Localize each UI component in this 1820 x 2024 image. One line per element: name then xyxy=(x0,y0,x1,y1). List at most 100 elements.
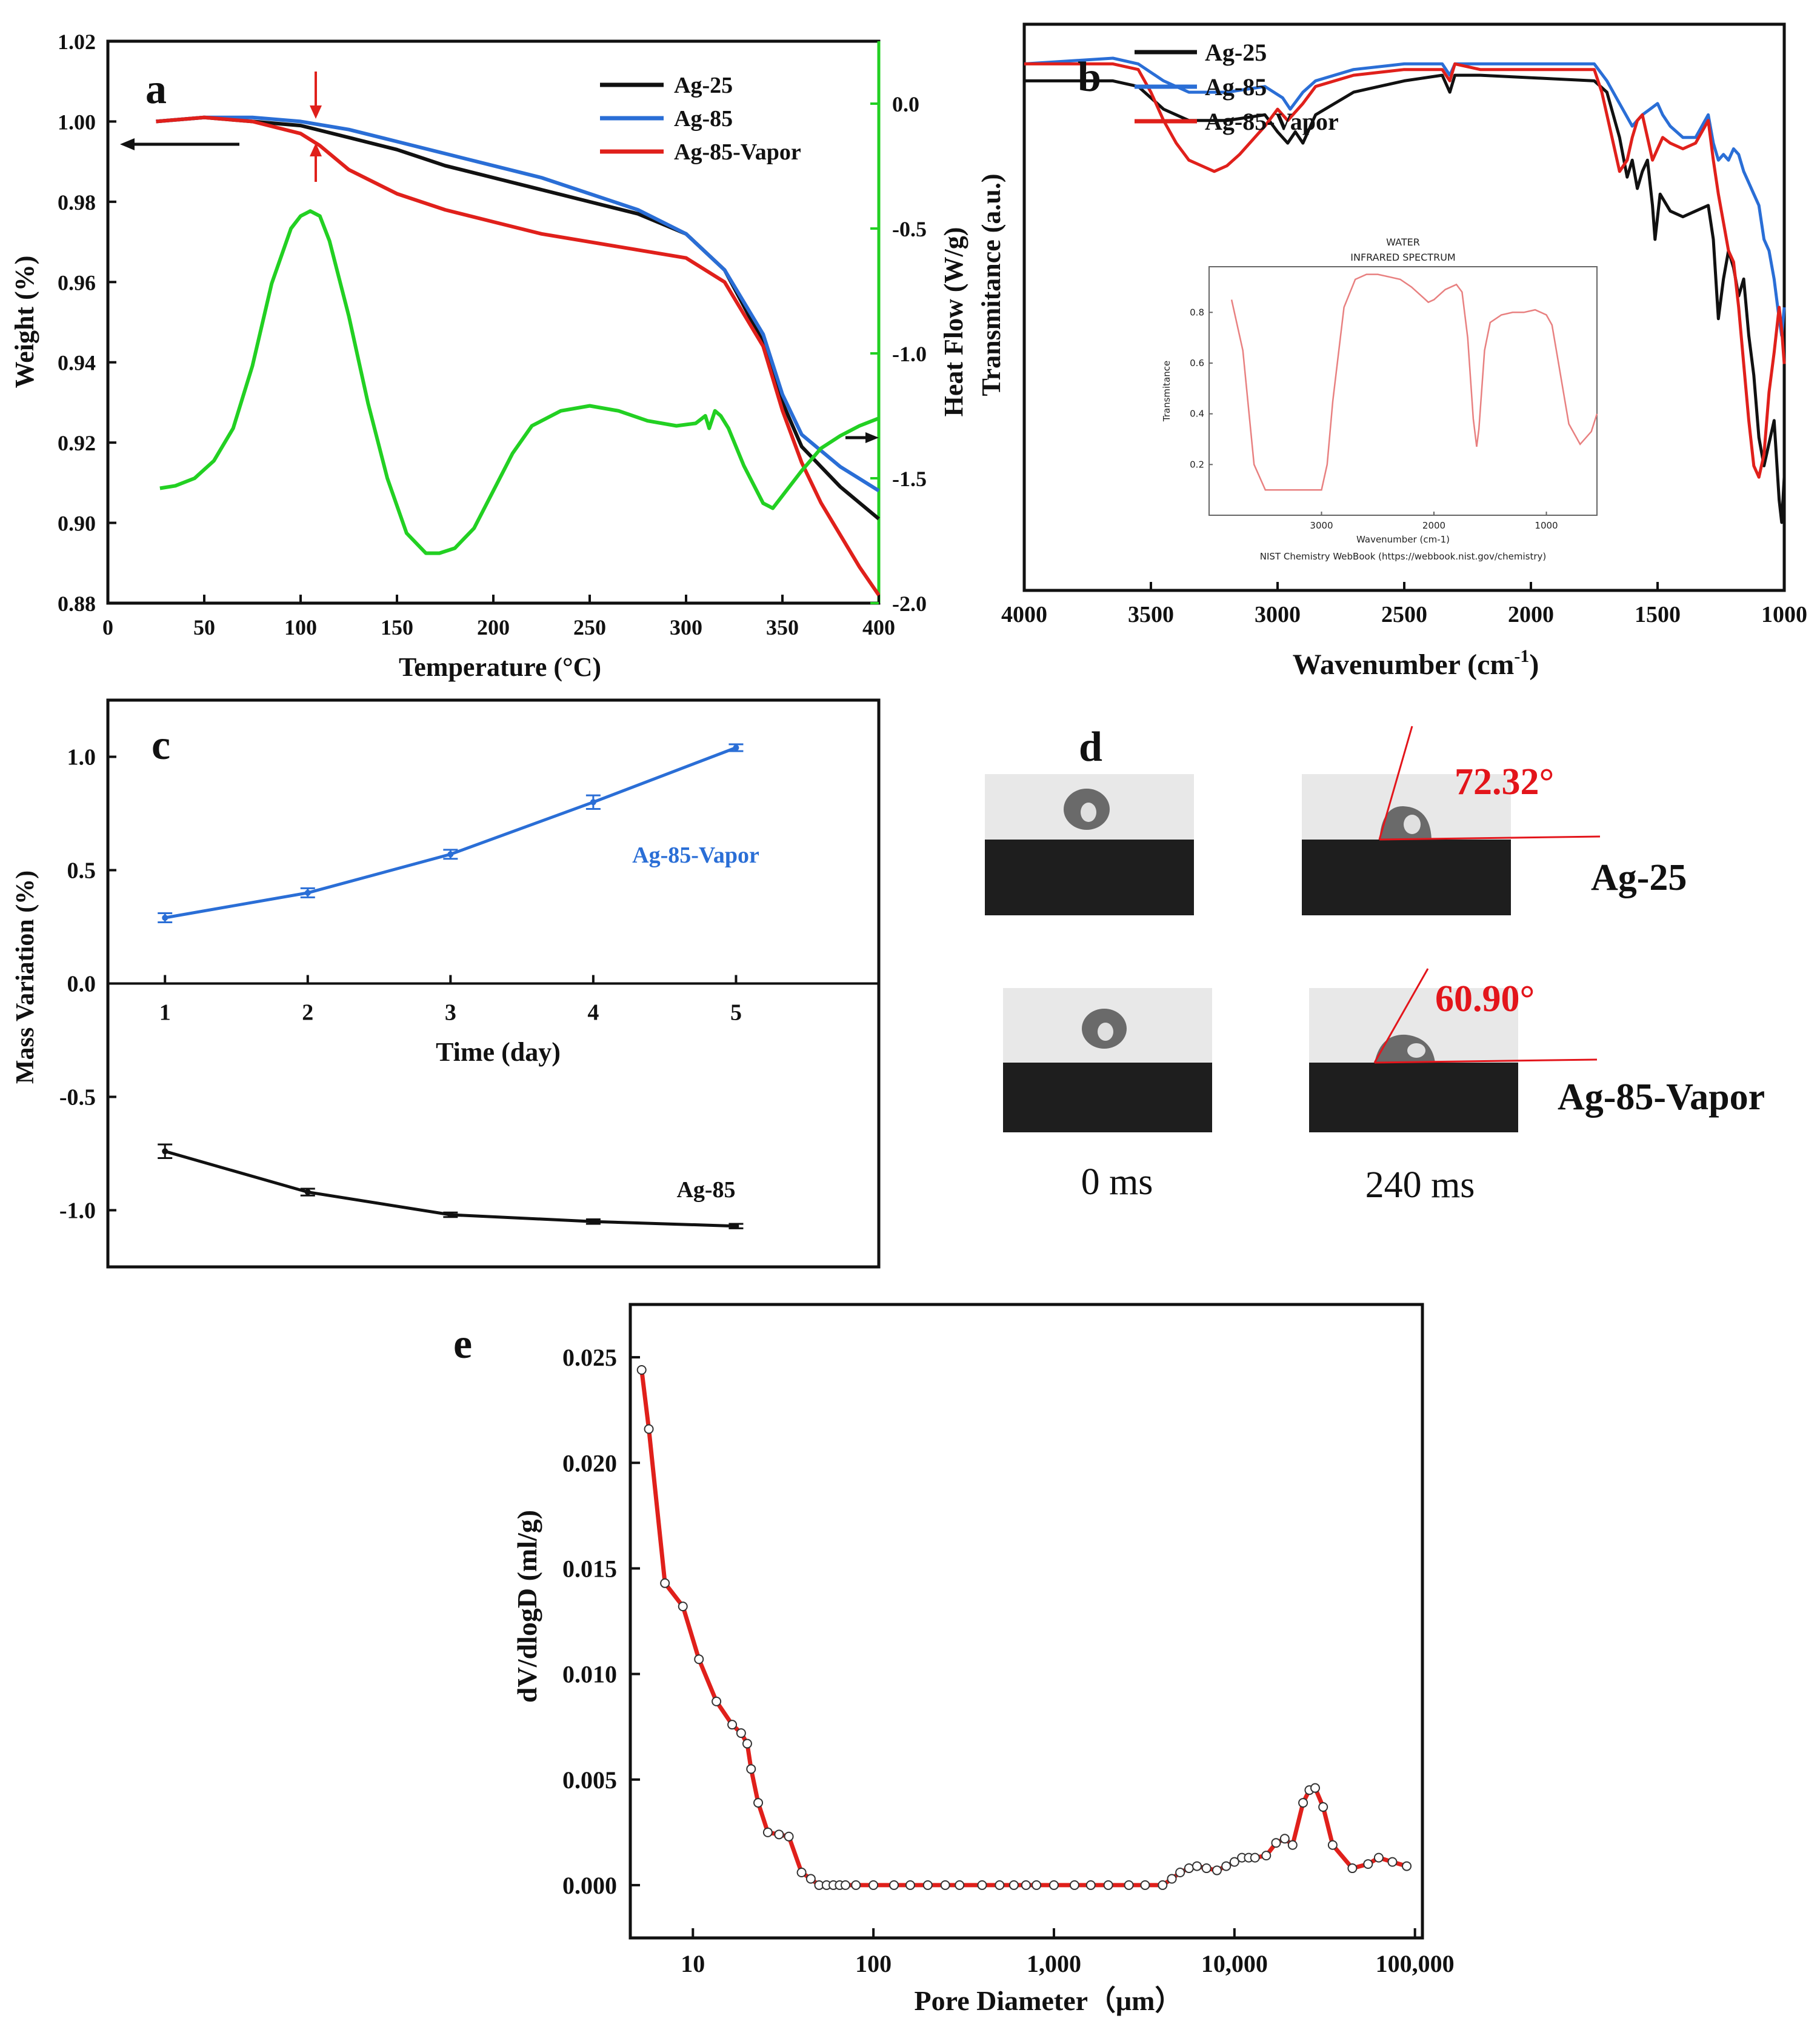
data-point xyxy=(922,1880,933,1890)
time-label-240ms: 240 ms xyxy=(1365,1164,1475,1206)
data-point xyxy=(1192,1861,1202,1871)
panel-b-xlabel-main: Wavenumber (cm xyxy=(1293,649,1515,681)
x-tick-label: 10 xyxy=(681,1950,705,1977)
x-tick-label: 5 xyxy=(730,1000,742,1026)
data-point xyxy=(304,889,311,896)
series-label-ag85: Ag-85 xyxy=(676,1177,735,1203)
panel-a-frame xyxy=(106,39,881,605)
x-tick-label: 100 xyxy=(855,1950,892,1977)
data-point xyxy=(905,1880,915,1890)
x-tick-label: 350 xyxy=(766,615,799,640)
data-point xyxy=(1250,1852,1260,1863)
contact-angle-tangent xyxy=(1373,968,1429,1063)
contact-angle-tangent xyxy=(1378,726,1413,840)
inset-title-1: WATER xyxy=(1386,236,1420,248)
data-point xyxy=(1008,1880,1019,1890)
series-line-ag-25 xyxy=(156,115,880,521)
panel-a-ticks: 0 50 100 150 200 250 300 350 400 0.88 0.90 0.92 0.94… xyxy=(58,30,927,640)
inset-x-tick-label: 2000 xyxy=(1422,520,1445,531)
panel-d-label: d xyxy=(1079,724,1102,770)
data-point xyxy=(742,1738,752,1749)
x-tick-label: 4 xyxy=(587,1000,599,1026)
y-tick-label: 0.92 xyxy=(58,431,96,455)
y-tick-label: 0.90 xyxy=(58,512,96,536)
data-point xyxy=(868,1880,879,1890)
data-point xyxy=(304,1189,311,1195)
data-point xyxy=(1310,1783,1321,1793)
inset-ylabel: Transmitance xyxy=(1161,361,1172,422)
data-point xyxy=(660,1578,670,1588)
panel-c-plot: 1 2 3 4 5 -1.0 -0.5 0.0 0.5 1.0 xyxy=(59,743,879,1229)
panel-e-plot: 10 100 1,000 10,000 100,000 0.000 0.005 0.010 0.… xyxy=(562,1344,1455,1977)
data-point xyxy=(1279,1834,1290,1844)
data-point xyxy=(1298,1798,1308,1808)
droplet-image-ag85v-240ms: 60.90° xyxy=(1309,968,1598,1132)
y2-tick-label: 0.0 xyxy=(892,92,919,116)
y-tick-label: 0.96 xyxy=(58,270,96,295)
data-point xyxy=(447,1211,454,1218)
data-point xyxy=(1261,1851,1272,1861)
inset-plot: 3000 2000 1000 0.2 0.4 0.6 0.8 xyxy=(1190,273,1598,531)
panel-d: d 72.32° Ag-25 xyxy=(985,724,1765,1206)
series-label-ag85-vapor: Ag-85-Vapor xyxy=(632,843,759,868)
x-tick-label: 300 xyxy=(670,615,702,640)
y-tick-label: 0.025 xyxy=(562,1344,617,1371)
panel-c-label: c xyxy=(152,722,170,769)
panel-b-ticks: 4000 3500 3000 2500 2000 1500 1000 xyxy=(1001,582,1807,627)
panel-a-legend: Ag-25 Ag-85 Ag-85-Vapor xyxy=(600,73,801,165)
y-tick-label: 1.02 xyxy=(58,30,96,54)
data-point xyxy=(694,1654,704,1665)
panel-b-xlabel-sup: -1 xyxy=(1514,646,1529,666)
x-tick-label: 3500 xyxy=(1128,602,1174,627)
y-tick-label: 0.88 xyxy=(58,592,96,616)
panel-e-xlabel: Pore Diameter（μm） xyxy=(915,1985,1183,2016)
series-line-ag-85 xyxy=(1024,56,1786,338)
series-line-ag-85-vapor xyxy=(164,746,737,920)
x-tick-label: 2000 xyxy=(1508,602,1554,627)
series-line-ag-85-vapor xyxy=(1024,62,1786,479)
contact-angle-ag25: 72.32° xyxy=(1455,761,1554,803)
x-tick-label: 1000 xyxy=(1761,602,1807,627)
substrate xyxy=(985,840,1194,915)
substrate xyxy=(1003,1063,1212,1132)
panel-a-label: a xyxy=(145,66,167,113)
legend-b-ag85-vapor: Ag-85-Vapor xyxy=(1205,108,1339,135)
substrate xyxy=(1302,840,1511,915)
data-point xyxy=(746,1764,756,1774)
panel-e-frame xyxy=(628,1303,1424,1940)
data-point xyxy=(1387,1857,1398,1867)
y2-tick-label: -1.0 xyxy=(892,342,927,366)
inset-x-tick-label: 1000 xyxy=(1535,520,1558,531)
data-point xyxy=(889,1880,899,1890)
data-point xyxy=(1167,1874,1177,1884)
x-tick-label: 250 xyxy=(573,615,606,640)
panel-b-series xyxy=(1024,56,1786,524)
inset-source: NIST Chemistry WebBook (https://webbook.… xyxy=(1260,551,1547,562)
panel-a-xlabel: Temperature (°C) xyxy=(399,652,601,682)
red-marker-arrowhead-top xyxy=(310,105,322,119)
heatflow-axis-arrowhead xyxy=(865,432,879,443)
data-point xyxy=(1201,1863,1212,1874)
legend-a-ag85: Ag-85 xyxy=(674,106,733,132)
series-line-ag-25 xyxy=(1024,73,1786,524)
panel-b-xlabel: Wavenumber (cm-1) xyxy=(1293,646,1539,681)
x-tick-label: 100,000 xyxy=(1376,1950,1455,1977)
panel-a-ylabel: Weight (%) xyxy=(10,256,39,389)
y-tick-label: 0.94 xyxy=(58,351,96,375)
time-label-0ms: 0 ms xyxy=(1081,1161,1153,1203)
data-point xyxy=(1402,1861,1412,1871)
x-tick-label: 2500 xyxy=(1381,602,1427,627)
y2-tick-label: -2.0 xyxy=(892,592,927,616)
data-point xyxy=(1069,1880,1079,1890)
data-point xyxy=(1229,1857,1239,1867)
panel-e: 10 100 1,000 10,000 100,000 0.000 0.005 0.010 0.… xyxy=(453,1303,1455,2016)
droplet-image-ag25-0ms xyxy=(985,774,1194,915)
data-point xyxy=(590,1218,596,1225)
data-point xyxy=(805,1874,816,1884)
data-point xyxy=(1327,1840,1338,1850)
data-point xyxy=(851,1880,861,1890)
droplet-image-ag85v-0ms xyxy=(1003,988,1212,1132)
panel-a: 0 50 100 150 200 250 300 350 400 0.88 0.90 0.92 0.94… xyxy=(10,30,968,682)
panel-e-ylabel: dV/dlogD (ml/g) xyxy=(512,1510,542,1703)
